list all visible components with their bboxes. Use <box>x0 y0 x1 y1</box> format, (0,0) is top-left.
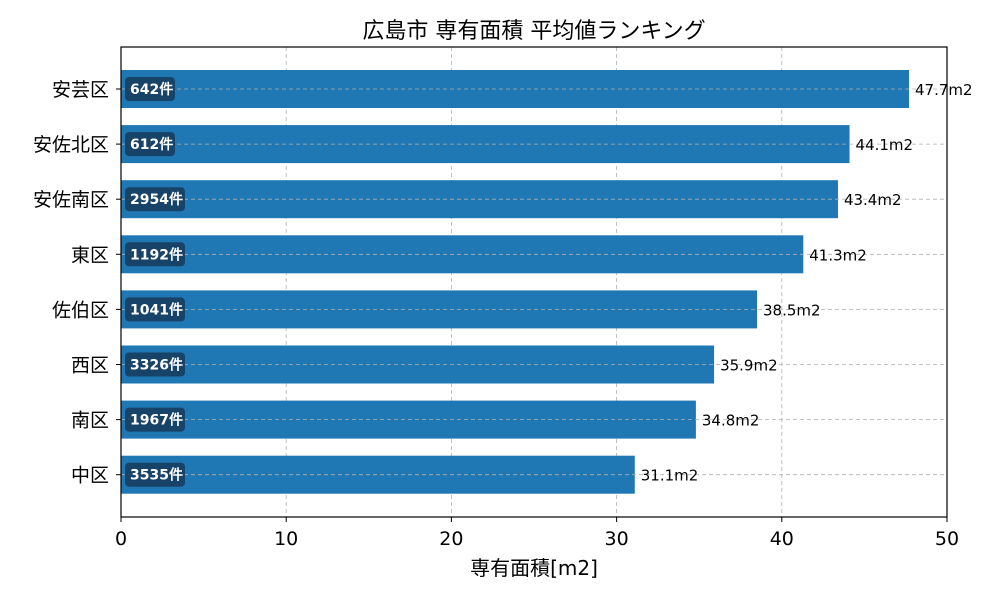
x-tick-label: 40 <box>770 528 794 550</box>
category-label: 安芸区 <box>52 79 109 101</box>
value-label: 43.4m2 <box>844 191 902 209</box>
x-tick-label: 50 <box>935 528 959 550</box>
chart-title: 広島市 専有面積 平均値ランキング <box>362 19 705 44</box>
count-badge <box>125 352 185 377</box>
category-label: 南区 <box>71 410 109 432</box>
count-badge <box>125 132 175 157</box>
count-label: 3326件 <box>130 357 183 374</box>
category-label: 佐伯区 <box>52 299 109 321</box>
count-label: 642件 <box>130 81 173 98</box>
count-badge <box>125 407 185 432</box>
category-label: 中区 <box>71 465 109 487</box>
count-label: 1192件 <box>130 246 183 263</box>
x-tick-label: 0 <box>115 528 127 550</box>
bars-layer: 642件 47.7m2 612件 44.1m2 2954件 43.4m2 1192件 41.3… <box>121 70 973 494</box>
bar <box>121 235 804 274</box>
count-label: 1967件 <box>130 412 183 429</box>
value-label: 31.1m2 <box>641 467 699 485</box>
count-badge <box>125 462 185 487</box>
value-label: 47.7m2 <box>915 81 973 99</box>
plot-frame <box>120 46 948 518</box>
category-label: 西区 <box>71 355 109 377</box>
x-tick-label: 10 <box>274 528 298 550</box>
count-label: 2954件 <box>130 191 183 208</box>
count-label: 3535件 <box>130 467 183 484</box>
count-label: 1041件 <box>130 301 183 318</box>
count-label: 612件 <box>130 136 173 153</box>
count-badge <box>125 77 175 101</box>
x-axis-label: 専有面積[m2] <box>470 556 598 580</box>
count-badge <box>125 242 185 267</box>
category-label: 東区 <box>71 244 109 266</box>
category-label: 安佐北区 <box>33 134 109 156</box>
value-label: 35.9m2 <box>720 357 778 375</box>
value-label: 44.1m2 <box>856 136 914 154</box>
value-label: 34.8m2 <box>702 412 760 430</box>
grid-layer <box>120 47 948 517</box>
count-badge <box>125 187 185 212</box>
count-badge <box>125 297 185 322</box>
category-label: 安佐南区 <box>33 189 109 211</box>
value-label: 38.5m2 <box>763 301 821 319</box>
x-tick-label: 30 <box>605 528 629 550</box>
value-label: 41.3m2 <box>809 246 867 264</box>
x-tick-label: 20 <box>439 528 463 550</box>
